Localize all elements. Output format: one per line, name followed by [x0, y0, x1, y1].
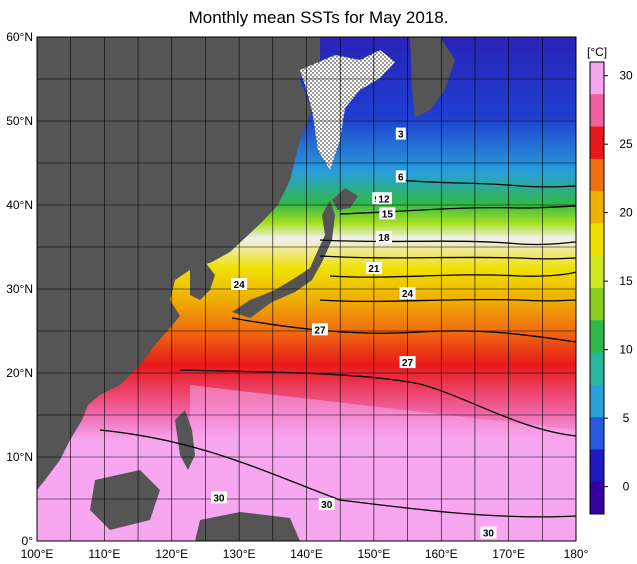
land-kamchatka [410, 37, 455, 118]
land-newguinea [195, 512, 300, 541]
isotherm-21 [319, 298, 576, 303]
lon-label: 170°E [492, 547, 525, 561]
colorbar-segment [590, 320, 604, 354]
land-borneo [90, 470, 160, 530]
colorbar-segment [590, 158, 604, 192]
lat-label: 60°N [6, 30, 33, 44]
colorbar-tick-label: 15 [619, 274, 633, 288]
colorbar-segment [590, 352, 604, 386]
lon-label: 150°E [357, 547, 390, 561]
colorbar-segment [590, 449, 604, 483]
colorbar-segment [590, 191, 604, 224]
contour-label: 24 [234, 280, 246, 291]
land-philippines [175, 410, 195, 470]
contour-label-bg [480, 526, 497, 539]
colorbar-tick-label: 0 [623, 480, 630, 494]
sea-ice [300, 50, 395, 170]
contour-label-bg [399, 287, 416, 300]
isotherm-15 [319, 255, 576, 260]
contour-label: 30 [321, 500, 333, 511]
colorbar-segment [590, 288, 604, 321]
lat-label: 30°N [6, 282, 33, 296]
contour-label: 18 [378, 233, 390, 244]
isotherm-24 [231, 317, 576, 343]
lon-label: 120°E [155, 547, 188, 561]
contour-label-bg [399, 356, 416, 369]
lon-label: 180° [564, 547, 589, 561]
contour-label-bg [365, 262, 382, 274]
isotherm-27 [179, 369, 576, 437]
colorbar-segment [590, 481, 604, 515]
colorbar-tick-label: 20 [619, 206, 633, 220]
lat-label: 10°N [6, 450, 33, 464]
contour-label: 30 [213, 493, 225, 504]
contour-label-bg [375, 230, 392, 243]
lat-label: 50°N [6, 114, 33, 128]
lat-label: 40°N [6, 198, 33, 212]
isotherm-12 [319, 239, 576, 246]
contour-label: 12 [378, 194, 390, 205]
map-title: Monthly mean SSTs for May 2018. [188, 8, 449, 27]
lon-label: 110°E [88, 547, 120, 561]
lon-label: 130°E [223, 547, 256, 561]
colorbar-tick-label: 10 [619, 343, 633, 357]
land-korea [190, 262, 215, 300]
map-frame [36, 36, 577, 542]
contour-label-bg [210, 491, 227, 504]
contour-label: 30 [483, 529, 495, 540]
contour-label-bg [395, 170, 406, 183]
land-hokkaido [332, 188, 358, 210]
colorbar-segment [590, 223, 604, 257]
isotherm-30 [99, 429, 576, 518]
colorbar-segment [590, 384, 604, 418]
contour-label: 6 [398, 172, 404, 183]
colorbar-frame [589, 61, 605, 515]
contour-label: 15 [382, 209, 394, 220]
colorbar-tick-label: 25 [619, 137, 633, 151]
contour-label: 3 [398, 130, 404, 141]
lon-label: 160°E [425, 547, 458, 561]
contour-label-bg [375, 192, 392, 205]
contour-label-bg [379, 207, 396, 220]
isotherm-18 [329, 271, 576, 278]
colorbar-segment [590, 417, 604, 450]
colorbar-segment [590, 62, 604, 95]
contour-label: 27 [402, 358, 414, 369]
colorbar-unit: [°C] [587, 45, 607, 59]
lon-label: 100°E [21, 547, 54, 561]
lon-label: 140°E [290, 547, 323, 561]
contour-label: 24 [402, 289, 414, 300]
isotherm-3 [399, 179, 576, 188]
contour-label-bg [231, 277, 248, 290]
contour-label: 21 [368, 264, 380, 275]
land-japan [232, 200, 335, 318]
colorbar-tick-label: 30 [619, 69, 633, 83]
contour-label-bg [318, 498, 335, 511]
colorbar-segment [590, 126, 604, 160]
contour-label: 27 [314, 325, 326, 336]
colorbar-tick-label: 5 [623, 411, 630, 425]
land-asia [37, 37, 320, 490]
lat-label: 20°N [6, 366, 33, 380]
colorbar-segment [590, 255, 604, 289]
colorbar-segment [590, 94, 604, 128]
contour-label-bg [395, 127, 406, 140]
contour-label-bg [311, 323, 328, 336]
ocean-warm-tongue [190, 385, 576, 541]
lat-label: 0° [22, 534, 34, 548]
